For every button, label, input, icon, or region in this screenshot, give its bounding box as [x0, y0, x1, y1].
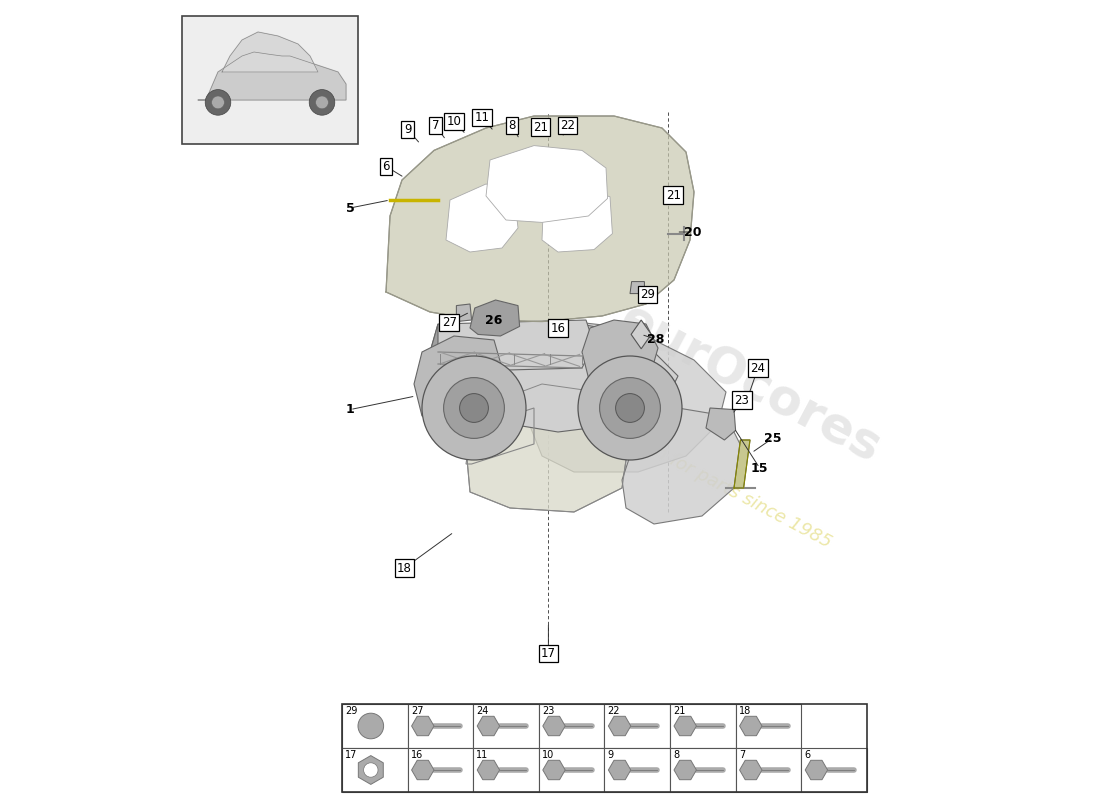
Text: 1: 1: [345, 403, 354, 416]
Polygon shape: [706, 408, 736, 440]
Text: 9: 9: [607, 750, 614, 760]
Bar: [736, 748, 801, 792]
Polygon shape: [222, 32, 318, 72]
Polygon shape: [466, 384, 630, 512]
Polygon shape: [478, 320, 678, 432]
Text: 21: 21: [532, 121, 548, 134]
Text: 24: 24: [476, 706, 488, 717]
Text: 15: 15: [751, 462, 768, 474]
Text: 27: 27: [442, 316, 456, 329]
Text: 20: 20: [684, 226, 701, 238]
Text: 10: 10: [447, 115, 461, 128]
Circle shape: [316, 96, 329, 109]
Text: 8: 8: [673, 750, 680, 760]
Bar: [473, 704, 539, 748]
Polygon shape: [430, 324, 438, 372]
Circle shape: [206, 90, 231, 115]
Bar: [604, 704, 670, 748]
Bar: [342, 704, 867, 792]
Bar: [670, 704, 736, 748]
Polygon shape: [446, 184, 518, 252]
Polygon shape: [430, 320, 594, 372]
Bar: [342, 748, 408, 792]
Circle shape: [364, 763, 378, 778]
Text: 21: 21: [673, 706, 685, 717]
Bar: [604, 748, 670, 792]
Text: 7: 7: [432, 119, 439, 132]
Polygon shape: [631, 320, 651, 349]
Polygon shape: [582, 320, 658, 388]
Polygon shape: [734, 440, 750, 488]
Bar: [801, 748, 867, 792]
Polygon shape: [456, 304, 472, 322]
Circle shape: [443, 378, 505, 438]
Text: 29: 29: [345, 706, 358, 717]
Text: 26: 26: [485, 314, 503, 326]
Circle shape: [422, 356, 526, 460]
Text: 6: 6: [804, 750, 811, 760]
Bar: [539, 704, 604, 748]
Bar: [408, 704, 473, 748]
Text: 22: 22: [560, 119, 575, 132]
Text: 8: 8: [508, 119, 515, 132]
Text: 11: 11: [476, 750, 488, 760]
Bar: [539, 748, 604, 792]
Polygon shape: [621, 408, 742, 524]
Text: 25: 25: [763, 432, 781, 445]
Circle shape: [616, 394, 645, 422]
Bar: [408, 748, 473, 792]
Circle shape: [600, 378, 660, 438]
Bar: [670, 748, 736, 792]
Polygon shape: [526, 320, 726, 472]
Polygon shape: [198, 52, 346, 100]
Text: 27: 27: [410, 706, 424, 717]
Circle shape: [578, 356, 682, 460]
Circle shape: [211, 96, 224, 109]
Polygon shape: [486, 146, 607, 222]
Bar: [342, 704, 408, 748]
Polygon shape: [630, 282, 645, 294]
Polygon shape: [470, 300, 519, 336]
Circle shape: [460, 394, 488, 422]
Text: 29: 29: [640, 288, 656, 301]
Text: 18: 18: [739, 706, 751, 717]
Text: 21: 21: [666, 189, 681, 202]
FancyBboxPatch shape: [182, 16, 358, 144]
Polygon shape: [430, 356, 586, 392]
Bar: [473, 748, 539, 792]
Polygon shape: [414, 336, 502, 418]
Text: 9: 9: [404, 123, 411, 136]
Text: 23: 23: [542, 706, 554, 717]
Text: 22: 22: [607, 706, 620, 717]
Text: 6: 6: [383, 160, 389, 173]
Polygon shape: [542, 188, 613, 252]
Text: 16: 16: [410, 750, 424, 760]
Circle shape: [358, 714, 384, 739]
Text: 23: 23: [735, 394, 749, 406]
Text: 24: 24: [750, 362, 766, 374]
Text: 5: 5: [345, 202, 354, 214]
Circle shape: [309, 90, 334, 115]
Text: 18: 18: [397, 562, 411, 574]
Text: 7: 7: [739, 750, 745, 760]
Text: 17: 17: [345, 750, 358, 760]
Bar: [736, 704, 801, 748]
Text: a passion for parts since 1985: a passion for parts since 1985: [585, 408, 834, 552]
Text: 10: 10: [542, 750, 554, 760]
Text: 11: 11: [474, 111, 490, 124]
Polygon shape: [386, 116, 694, 322]
Text: 17: 17: [541, 647, 556, 660]
Text: 28: 28: [647, 333, 664, 346]
Text: eurOcores: eurOcores: [612, 295, 889, 473]
Text: 16: 16: [550, 322, 565, 334]
